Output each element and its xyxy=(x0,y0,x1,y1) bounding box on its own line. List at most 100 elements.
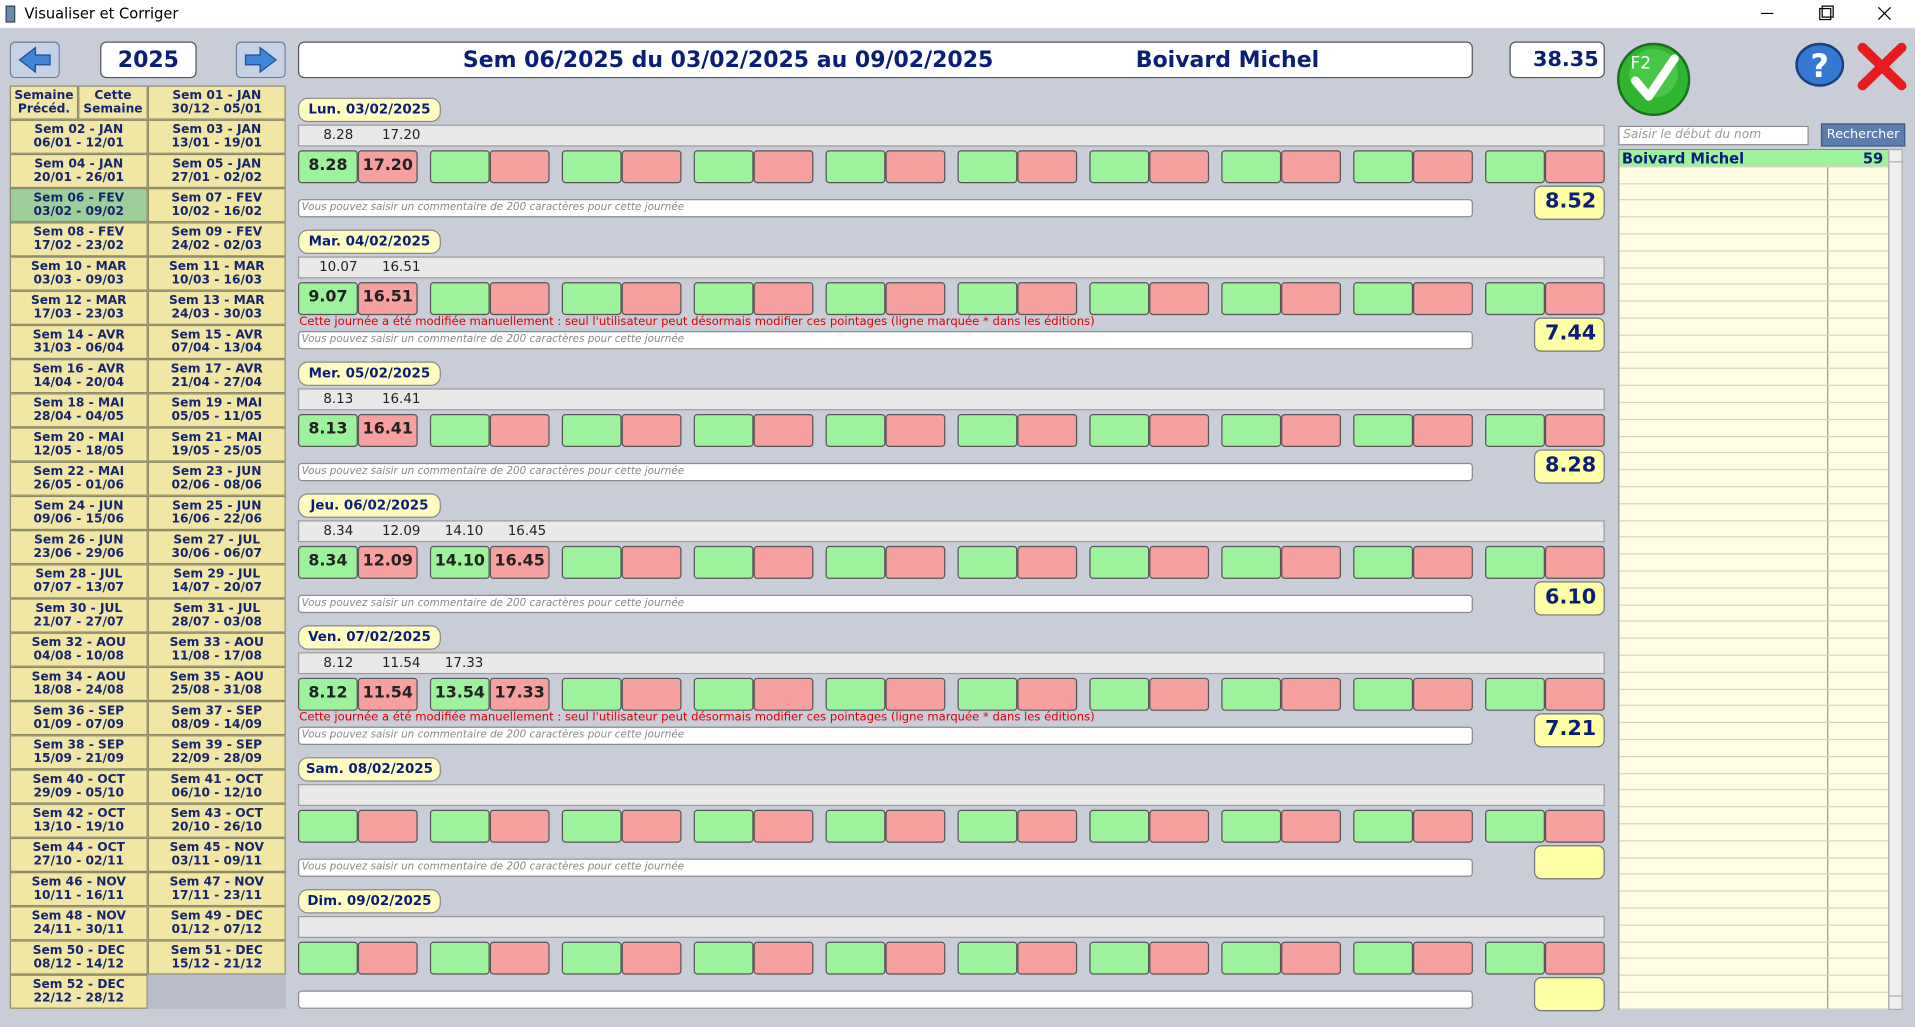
punch-in-box[interactable]: 13.54 xyxy=(429,677,490,711)
punch-in-box[interactable] xyxy=(957,809,1018,843)
week-cell[interactable]: Sem 28 - JUL 07/07 - 13/07 xyxy=(9,564,148,599)
search-input[interactable]: Saisir le début du nom xyxy=(1618,125,1809,146)
week-cell[interactable]: Sem 14 - AVR 31/03 - 06/04 xyxy=(9,324,148,360)
punch-out-box[interactable] xyxy=(753,414,814,447)
week-cell[interactable]: Sem 27 - JUL 30/06 - 06/07 xyxy=(147,530,286,565)
punch-in-box[interactable] xyxy=(429,282,490,316)
punch-in-box[interactable] xyxy=(825,677,886,711)
week-cell[interactable]: Sem 04 - JAN 20/01 - 26/01 xyxy=(9,153,148,189)
week-cell[interactable]: Sem 02 - JAN 06/01 - 12/01 xyxy=(9,119,148,154)
next-week-button[interactable] xyxy=(235,41,286,79)
week-cell[interactable]: Sem 22 - MAI 26/05 - 01/06 xyxy=(9,461,148,496)
previous-week-link[interactable]: Semaine Précéd. xyxy=(9,85,79,120)
employee-row[interactable] xyxy=(1619,538,1889,555)
punch-in-box[interactable] xyxy=(957,941,1018,975)
employee-row[interactable] xyxy=(1619,403,1889,420)
employee-row[interactable] xyxy=(1619,858,1889,875)
punch-in-box[interactable] xyxy=(1485,941,1545,975)
punch-in-box[interactable] xyxy=(957,414,1018,447)
punch-out-box[interactable] xyxy=(621,282,682,316)
punch-in-box[interactable] xyxy=(693,545,754,579)
scrollbar-down[interactable] xyxy=(1889,995,1902,1007)
punch-out-box[interactable] xyxy=(753,282,814,316)
employee-row[interactable] xyxy=(1619,723,1889,741)
punch-in-box[interactable] xyxy=(561,941,622,975)
employee-row[interactable] xyxy=(1619,218,1889,235)
employee-row[interactable] xyxy=(1619,875,1889,892)
punch-in-box[interactable] xyxy=(429,150,490,184)
punch-in-box[interactable] xyxy=(429,809,490,843)
punch-in-box[interactable] xyxy=(1353,809,1414,843)
punch-out-box[interactable]: 16.45 xyxy=(489,545,550,579)
week-cell[interactable]: Sem 01 - JAN 30/12 - 05/01 xyxy=(147,85,286,120)
punch-in-box[interactable] xyxy=(693,414,754,447)
employee-row[interactable] xyxy=(1619,588,1889,606)
employee-row[interactable] xyxy=(1619,690,1889,707)
week-cell[interactable]: Sem 10 - MAR 03/03 - 09/03 xyxy=(9,256,148,291)
punch-in-box[interactable] xyxy=(957,545,1018,579)
employee-row[interactable] xyxy=(1619,437,1889,454)
comment-input[interactable]: Vous pouvez saisir un commentaire de 200… xyxy=(297,726,1473,745)
punch-out-box[interactable] xyxy=(621,677,682,711)
punch-in-box[interactable] xyxy=(1353,414,1414,447)
punch-in-box[interactable] xyxy=(1221,545,1282,579)
punch-out-box[interactable] xyxy=(1413,809,1473,843)
punch-out-box[interactable]: 17.33 xyxy=(489,677,550,711)
punch-in-box[interactable] xyxy=(825,545,886,579)
punch-in-box[interactable] xyxy=(561,414,622,447)
punch-out-box[interactable] xyxy=(885,545,946,579)
punch-out-box[interactable] xyxy=(885,282,946,316)
employee-row[interactable] xyxy=(1619,167,1889,184)
week-cell[interactable]: Sem 26 - JUN 23/06 - 29/06 xyxy=(9,530,148,565)
punch-out-box[interactable] xyxy=(1281,414,1341,447)
employee-row[interactable] xyxy=(1619,268,1889,286)
punch-in-box[interactable] xyxy=(561,677,622,711)
punch-out-box[interactable] xyxy=(1149,809,1210,843)
punch-out-box[interactable]: 16.51 xyxy=(357,282,418,316)
week-cell[interactable]: Sem 42 - OCT 13/10 - 19/10 xyxy=(9,803,148,838)
employee-row[interactable] xyxy=(1619,420,1889,437)
employee-row[interactable] xyxy=(1619,909,1889,926)
punch-in-box[interactable] xyxy=(693,941,754,975)
week-cell[interactable]: Sem 21 - MAI 19/05 - 25/05 xyxy=(147,427,286,462)
punch-in-box[interactable] xyxy=(297,941,358,975)
punch-in-box[interactable] xyxy=(429,941,490,975)
week-cell[interactable]: Sem 51 - DEC 15/12 - 21/12 xyxy=(147,940,286,975)
punch-out-box[interactable] xyxy=(1149,545,1210,579)
week-cell[interactable]: Sem 29 - JUL 14/07 - 20/07 xyxy=(147,564,286,599)
year-box[interactable]: 2025 xyxy=(100,41,197,79)
punch-out-box[interactable] xyxy=(357,941,418,975)
punch-out-box[interactable] xyxy=(1413,677,1473,711)
week-cell[interactable]: Sem 46 - NOV 10/11 - 16/11 xyxy=(9,872,148,907)
comment-input[interactable]: Vous pouvez saisir un commentaire de 200… xyxy=(297,858,1473,877)
punch-out-box[interactable] xyxy=(1281,941,1341,975)
employee-row[interactable] xyxy=(1619,234,1889,252)
punch-out-box[interactable] xyxy=(621,809,682,843)
scrollbar[interactable] xyxy=(1888,148,1903,1011)
employee-row[interactable] xyxy=(1619,454,1889,471)
punch-out-box[interactable] xyxy=(1281,545,1341,579)
employee-row[interactable] xyxy=(1619,319,1889,336)
punch-out-box[interactable] xyxy=(885,677,946,711)
employee-row[interactable] xyxy=(1619,791,1889,808)
punch-out-box[interactable] xyxy=(1017,941,1078,975)
punch-out-box[interactable] xyxy=(1149,941,1210,975)
week-cell[interactable]: Sem 37 - SEP 08/09 - 14/09 xyxy=(147,701,286,736)
punch-in-box[interactable] xyxy=(561,809,622,843)
punch-in-box[interactable] xyxy=(693,677,754,711)
employee-row[interactable] xyxy=(1619,740,1889,757)
punch-out-box[interactable] xyxy=(1017,150,1078,184)
week-cell[interactable]: Sem 23 - JUN 02/06 - 08/06 xyxy=(147,461,286,496)
punch-in-box[interactable] xyxy=(693,282,754,316)
punch-out-box[interactable] xyxy=(1544,150,1605,184)
week-cell[interactable]: Sem 44 - OCT 27/10 - 02/11 xyxy=(9,837,148,873)
employee-row[interactable] xyxy=(1619,774,1889,791)
employee-row[interactable] xyxy=(1619,470,1889,488)
search-button[interactable]: Rechercher xyxy=(1820,123,1906,147)
punch-in-box[interactable] xyxy=(1353,545,1414,579)
employee-row[interactable] xyxy=(1619,892,1889,909)
week-cell[interactable]: Sem 08 - FEV 17/02 - 23/02 xyxy=(9,222,148,257)
punch-out-box[interactable] xyxy=(1413,282,1473,316)
week-cell[interactable]: Sem 31 - JUL 28/07 - 03/08 xyxy=(147,598,286,633)
week-cell[interactable]: Sem 52 - DEC 22/12 - 28/12 xyxy=(9,974,148,1009)
